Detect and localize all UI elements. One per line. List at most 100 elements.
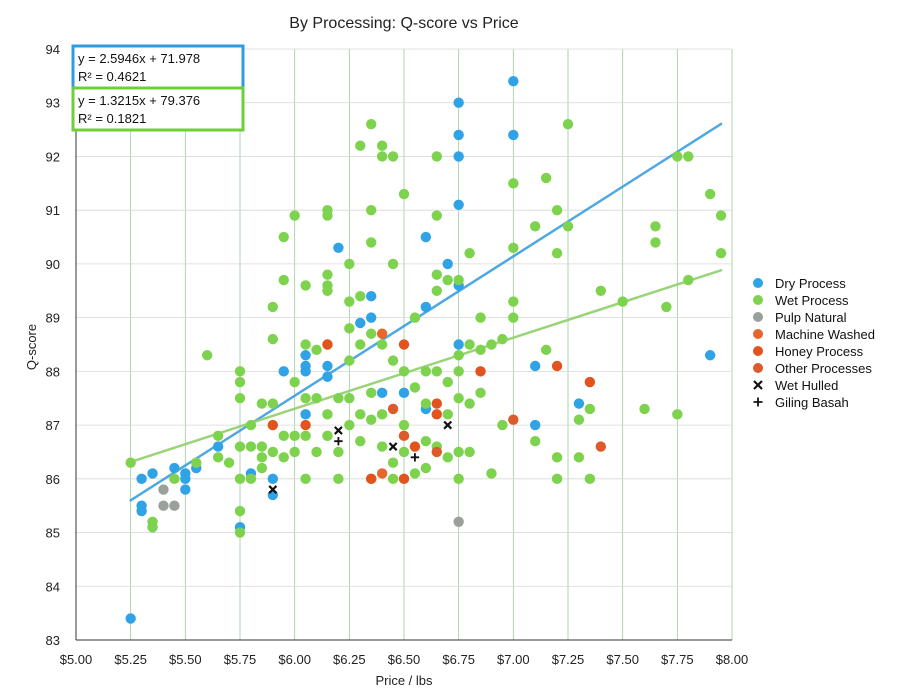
data-point	[376, 339, 388, 350]
data-point	[268, 485, 278, 494]
data-point	[431, 366, 442, 377]
data-point	[278, 430, 289, 442]
data-point	[322, 210, 333, 221]
legend-label: Giling Basah	[775, 395, 849, 410]
data-point	[234, 505, 246, 517]
data-point	[267, 446, 278, 458]
data-point	[311, 344, 322, 356]
data-point	[551, 360, 563, 372]
data-point	[398, 339, 410, 350]
data-point	[366, 414, 377, 425]
data-point	[683, 274, 694, 286]
data-point	[136, 473, 147, 485]
data-point	[355, 317, 366, 329]
data-point	[704, 350, 716, 361]
data-point	[344, 419, 355, 431]
data-point	[267, 333, 278, 345]
data-point	[595, 285, 606, 296]
legend-label: Honey Process	[775, 344, 864, 359]
data-point	[267, 489, 278, 501]
data-point	[398, 387, 410, 399]
data-point	[551, 204, 563, 216]
data-point	[125, 457, 136, 468]
data-point	[256, 452, 268, 463]
data-point	[573, 452, 585, 463]
data-point	[464, 339, 475, 350]
data-point	[245, 419, 257, 431]
data-point	[508, 178, 519, 189]
data-point	[234, 527, 246, 538]
data-point	[322, 409, 333, 420]
data-point	[234, 441, 246, 452]
data-point	[562, 119, 574, 130]
data-point	[715, 210, 727, 221]
y-tick-label: 89	[46, 311, 60, 326]
data-point	[169, 473, 180, 485]
trendline	[129, 122, 723, 502]
data-point	[366, 312, 377, 323]
data-point	[453, 199, 464, 211]
equation-box	[71, 44, 245, 90]
data-point	[245, 441, 257, 452]
data-point	[420, 462, 432, 474]
data-point	[431, 409, 442, 420]
legend-marker	[753, 363, 763, 373]
data-point	[376, 140, 388, 151]
data-point	[530, 360, 541, 372]
data-point	[398, 446, 410, 458]
data-point	[289, 376, 300, 388]
y-axis-ticks: 83 84 85 86 87 88 89 90 91 92 93 94	[46, 42, 60, 648]
data-point	[234, 393, 246, 404]
data-point	[573, 414, 585, 425]
data-point	[443, 420, 453, 430]
data-point	[333, 242, 344, 253]
plot-frame	[75, 49, 732, 641]
y-tick-label: 92	[46, 149, 60, 164]
data-point	[278, 231, 289, 243]
data-point	[431, 269, 442, 280]
x-axis-title: Price / lbs	[375, 673, 433, 688]
data-point	[431, 151, 442, 162]
data-point	[376, 328, 388, 339]
data-point	[551, 473, 563, 485]
data-point	[475, 312, 486, 323]
data-point	[212, 441, 224, 452]
data-point	[497, 419, 508, 431]
data-points	[125, 76, 727, 624]
data-point	[334, 437, 343, 446]
data-point	[453, 446, 464, 458]
data-point	[398, 430, 410, 442]
x-tick-label: $7.25	[552, 652, 585, 667]
data-point	[410, 453, 420, 462]
data-point	[366, 387, 377, 399]
data-point	[311, 393, 322, 404]
legend-marker	[753, 295, 763, 305]
data-point	[398, 473, 410, 485]
y-tick-label: 91	[46, 203, 60, 218]
data-point	[464, 446, 475, 458]
data-point	[376, 387, 388, 399]
data-point	[584, 403, 596, 415]
legend-marker	[753, 278, 763, 288]
data-point	[267, 301, 278, 313]
data-point	[464, 247, 475, 259]
data-point	[245, 473, 257, 485]
data-point	[453, 350, 464, 361]
data-point	[420, 231, 432, 243]
data-point	[420, 366, 432, 377]
y-tick-label: 86	[46, 472, 60, 487]
data-point	[398, 366, 410, 377]
legend-label: Pulp Natural	[775, 310, 847, 325]
y-tick-label: 90	[46, 257, 60, 272]
legend-label: Wet Process	[775, 293, 849, 308]
data-point	[278, 274, 289, 286]
trendline-equation: y = 1.3215x + 79.376	[78, 93, 200, 108]
data-point	[202, 350, 213, 361]
data-point	[387, 151, 399, 162]
data-point	[333, 473, 344, 485]
data-point	[683, 151, 694, 162]
x-tick-label: $7.50	[606, 652, 639, 667]
data-point	[300, 430, 311, 442]
trendline-equation: y = 2.5946x + 71.978	[78, 51, 200, 66]
legend: Dry Process Wet Process Pulp Natural Machin…	[753, 276, 875, 410]
